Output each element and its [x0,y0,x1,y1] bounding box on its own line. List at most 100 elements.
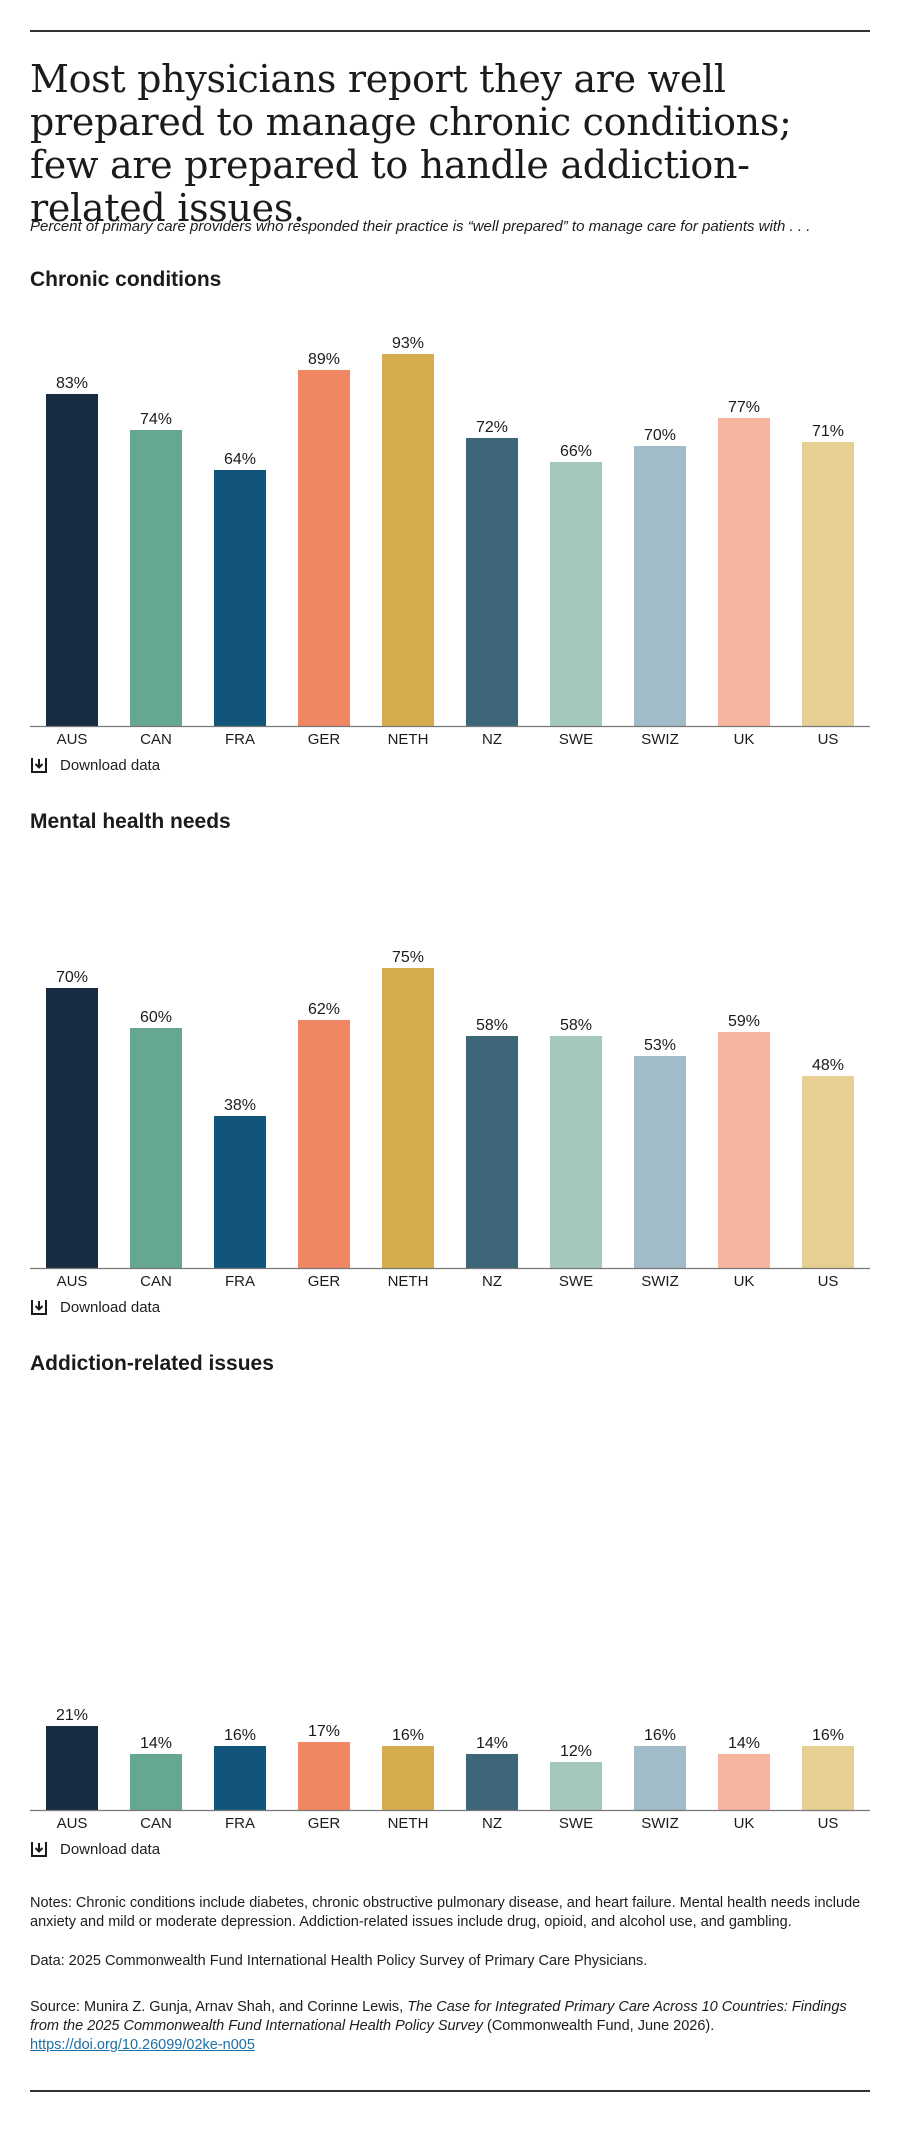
value-label-nz: 14% [476,1735,508,1752]
bar-neth [382,1746,434,1810]
bar-nz [466,1036,518,1268]
download-data-button-addiction[interactable]: Download data [30,1840,160,1858]
value-label-can: 60% [140,1009,172,1026]
value-label-fra: 16% [224,1727,256,1744]
category-label-ger: GER [308,1815,341,1832]
category-label-swe: SWE [559,1815,593,1832]
download-data-button-mental-health[interactable]: Download data [30,1298,160,1316]
category-label-nz: NZ [482,1273,502,1290]
value-label-fra: 64% [224,451,256,468]
category-label-fra: FRA [225,1273,255,1290]
bar-swe [550,462,602,726]
bar-aus [46,394,98,726]
value-label-us: 16% [812,1727,844,1744]
value-label-nz: 58% [476,1017,508,1034]
download-icon [31,1842,47,1857]
category-label-uk: UK [734,731,755,748]
doi-link[interactable]: https://doi.org/10.26099/02ke-n005 [30,2037,255,2053]
bar-can [130,1028,182,1268]
bar-ger [298,370,350,726]
category-label-nz: NZ [482,1815,502,1832]
bar-nz [466,438,518,726]
value-label-ger: 89% [308,351,340,368]
bar-aus [46,1726,98,1810]
value-label-swiz: 53% [644,1037,676,1054]
value-label-uk: 59% [728,1013,760,1030]
bar-can [130,1754,182,1810]
bar-us [802,1746,854,1810]
download-icon [31,758,47,773]
data-source-text: Data: 2025 Commonwealth Fund Internation… [30,1953,648,1969]
value-label-fra: 38% [224,1097,256,1114]
chart-title-chronic: Chronic conditions [30,268,222,291]
bar-swiz [634,1746,686,1810]
category-label-swiz: SWIZ [641,731,679,748]
download-data-label: Download data [60,1840,161,1858]
bar-ger [298,1742,350,1810]
category-label-us: US [818,1273,839,1290]
value-label-us: 71% [812,423,844,440]
category-label-ger: GER [308,1273,341,1290]
bar-swe [550,1036,602,1268]
category-label-swe: SWE [559,731,593,748]
category-label-uk: UK [734,1815,755,1832]
category-label-neth: NETH [388,731,429,748]
category-label-fra: FRA [225,731,255,748]
notes-text: Notes: Chronic conditions include diabet… [30,1895,861,1930]
category-label-aus: AUS [57,1273,88,1290]
value-label-swe: 66% [560,443,592,460]
value-label-can: 74% [140,411,172,428]
bar-neth [382,354,434,726]
category-label-can: CAN [140,1273,172,1290]
download-data-label: Download data [60,756,161,774]
bar-uk [718,1754,770,1810]
category-label-us: US [818,731,839,748]
citation-prefix: Source: Munira Z. Gunja, Arnav Shah, and… [30,1999,408,2015]
category-label-fra: FRA [225,1815,255,1832]
bar-ger [298,1020,350,1268]
chart-addiction-related-issues: 21% AUS 14% CAN 16% FRA 17% GER 16% NETH 14% NZ 12% S… [30,1707,870,1832]
bar-nz [466,1754,518,1810]
citation: Source: Munira Z. Gunja, Arnav Shah, and… [30,1998,870,2055]
bottom-rule [30,2090,870,2092]
chart-chronic-conditions: 83% AUS 74% CAN 64% FRA 89% GER 93% NETH 72% NZ 66% S… [30,335,870,748]
value-label-ger: 62% [308,1001,340,1018]
citation-title: The Case for Integrated Primary Care Acr… [30,1999,847,2034]
category-label-swe: SWE [559,1273,593,1290]
bar-us [802,442,854,726]
value-label-swiz: 70% [644,427,676,444]
value-label-can: 14% [140,1735,172,1752]
chart-subtitle: Percent of primary care providers who re… [30,218,811,235]
bar-neth [382,968,434,1268]
chart-title-addiction: Addiction-related issues [30,1352,274,1375]
value-label-swe: 12% [560,1743,592,1760]
value-label-aus: 70% [56,969,88,986]
bar-fra [214,1116,266,1268]
download-data-button-chronic[interactable]: Download data [30,756,160,774]
bar-us [802,1076,854,1268]
category-label-aus: AUS [57,731,88,748]
category-label-neth: NETH [388,1273,429,1290]
bar-uk [718,418,770,726]
value-label-neth: 93% [392,335,424,352]
value-label-aus: 21% [56,1707,88,1724]
chart-title-mental-health: Mental health needs [30,810,231,833]
category-label-swiz: SWIZ [641,1273,679,1290]
value-label-neth: 16% [392,1727,424,1744]
category-label-can: CAN [140,1815,172,1832]
download-data-label: Download data [60,1298,161,1316]
page-title: Most physicians report they are well pre… [30,57,792,230]
bar-fra [214,470,266,726]
category-label-ger: GER [308,731,341,748]
bar-swiz [634,1056,686,1268]
download-icon [31,1300,47,1315]
category-label-neth: NETH [388,1815,429,1832]
value-label-swe: 58% [560,1017,592,1034]
category-label-nz: NZ [482,731,502,748]
value-label-uk: 77% [728,399,760,416]
value-label-aus: 83% [56,375,88,392]
value-label-nz: 72% [476,419,508,436]
category-label-aus: AUS [57,1815,88,1832]
chart-mental-health-needs: 70% AUS 60% CAN 38% FRA 62% GER 75% NETH 58% NZ 58% S… [30,949,870,1290]
bar-can [130,430,182,726]
